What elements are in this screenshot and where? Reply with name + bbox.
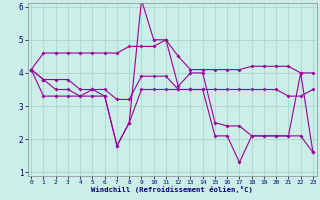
X-axis label: Windchill (Refroidissement éolien,°C): Windchill (Refroidissement éolien,°C) (91, 186, 253, 193)
